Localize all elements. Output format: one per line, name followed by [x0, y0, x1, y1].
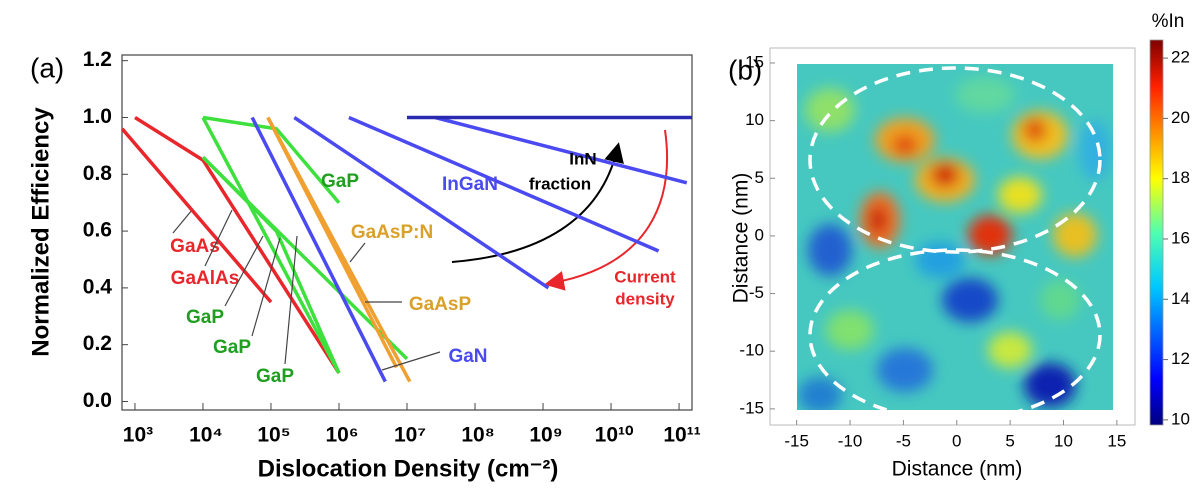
colorbar-tick-label: 18 — [1171, 168, 1190, 187]
colorbar-tick-label: 10 — [1171, 409, 1190, 428]
leader-line — [284, 235, 298, 365]
series-label: InGaN — [442, 174, 498, 195]
data-line — [202, 115, 341, 204]
x-tick-label: 10³ — [123, 424, 153, 447]
data-line — [250, 116, 387, 383]
leader-line — [251, 237, 281, 337]
colorbar-title: %In — [1152, 11, 1185, 32]
y-tick-label: -15 — [739, 398, 764, 417]
series-label: GaAlAs — [171, 268, 240, 289]
x-tick-label: -15 — [784, 431, 809, 450]
x-tick-label: 10¹⁰ — [595, 424, 634, 447]
leader-line — [381, 351, 441, 371]
y-tick-label: 0.2 — [83, 332, 112, 355]
x-tick-label: 10 — [1054, 431, 1073, 450]
leader-line — [224, 235, 264, 307]
x-tick-label: -5 — [896, 431, 911, 450]
series-label: GaP — [321, 171, 359, 192]
colorbar-tick-label: 20 — [1171, 108, 1190, 127]
colorbar — [1149, 39, 1164, 426]
leader-line — [204, 209, 233, 267]
arrow — [451, 142, 624, 263]
x-tick-label: -10 — [838, 431, 863, 450]
colorbar-tick-label: 14 — [1171, 289, 1190, 308]
data-line — [134, 116, 341, 375]
colorbar-tick-label: 12 — [1171, 349, 1190, 368]
series-label: GaAsP:N — [351, 222, 433, 243]
arrow — [544, 129, 669, 291]
panel-label: (b) — [728, 54, 762, 85]
series-label: GaP — [256, 366, 294, 387]
leader-line — [172, 209, 193, 234]
annotation: InN — [569, 149, 596, 168]
x-tick-label: 0 — [952, 431, 961, 450]
y-tick-label: 15 — [745, 52, 764, 71]
x-axis-title: Distance (nm) — [892, 458, 1023, 481]
x-tick-label: 10⁷ — [394, 424, 426, 447]
y-tick-label: 0.4 — [83, 275, 113, 298]
annotation: Current — [614, 267, 676, 286]
series-label: GaN — [448, 346, 487, 367]
x-tick-label: 10⁴ — [189, 424, 223, 447]
x-tick-label: 10⁸ — [461, 424, 494, 447]
plot-frame — [769, 47, 1136, 426]
colorbar-tick-label: 22 — [1171, 48, 1190, 67]
colorbar-tick-label: 16 — [1171, 228, 1190, 247]
annotation: density — [615, 289, 675, 308]
y-tick-label: 0.8 — [83, 162, 113, 185]
y-tick-label: 1.0 — [83, 105, 112, 128]
x-axis-title: Dislocation Density (cm⁻²) — [258, 455, 559, 482]
x-tick-label: 15 — [1107, 431, 1126, 450]
x-tick-label: 10¹¹ — [663, 424, 700, 447]
x-tick-label: 10⁶ — [325, 424, 358, 447]
data-line — [293, 116, 550, 290]
x-tick-label: 10⁹ — [529, 424, 562, 447]
heatmap-image — [797, 64, 1113, 410]
y-tick-label: 10 — [745, 110, 764, 129]
annotation: fraction — [529, 174, 591, 193]
y-axis-title: Distance (nm) — [730, 173, 753, 304]
series-label: GaP — [213, 337, 251, 358]
series-label: GaAs — [170, 236, 220, 257]
panel-label: (a) — [30, 52, 64, 83]
data-line — [348, 115, 660, 253]
series-label: GaAsP — [409, 294, 472, 315]
y-tick-label: 0 — [755, 225, 764, 244]
data-line — [201, 116, 341, 374]
y-tick-label: 0.0 — [83, 389, 112, 412]
x-tick-label: 5 — [1005, 431, 1014, 450]
data-line — [120, 127, 273, 304]
leader-line — [349, 242, 366, 263]
y-tick-label: -10 — [739, 341, 764, 360]
data-line — [434, 115, 688, 185]
x-tick-label: 10⁵ — [257, 424, 290, 447]
series-label: GaP — [186, 307, 224, 328]
y-tick-label: -5 — [749, 283, 764, 302]
data-line — [266, 116, 399, 369]
y-tick-label: 5 — [755, 168, 764, 187]
y-tick-label: 0.6 — [83, 219, 112, 242]
y-axis-title: Normalized Efficiency — [27, 107, 54, 357]
y-tick-label: 1.2 — [83, 48, 112, 71]
